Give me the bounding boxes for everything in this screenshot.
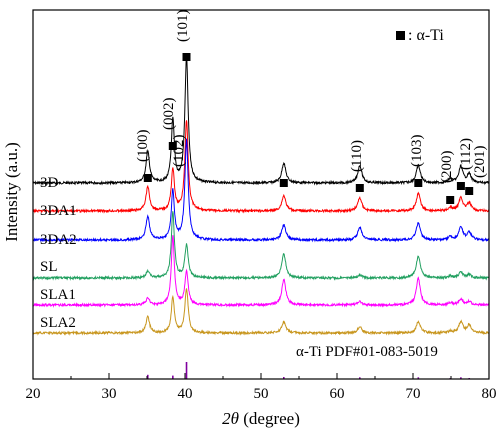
series-label-3da2: 3DA2: [40, 232, 77, 248]
peak-marker-101: [182, 53, 191, 61]
peak-label-101: (101): [175, 10, 191, 43]
peak-markers: [143, 53, 474, 204]
legend-marker: [396, 31, 405, 40]
peak-label-200: (200): [439, 151, 455, 184]
series-label-sl: SL: [40, 259, 58, 275]
peak-marker-200: [446, 196, 455, 204]
x-tick-label-50: 50: [254, 386, 269, 402]
series-label-sla1: SLA1: [40, 287, 76, 303]
series-label-3da1: 3DA1: [40, 203, 77, 219]
peak-marker-102: [279, 179, 288, 187]
peak-marker-201: [465, 187, 474, 195]
trace-sla2: [32, 288, 490, 336]
y-axis-label: Intensity (a.u.): [2, 142, 21, 242]
series-label-sla2: SLA2: [40, 315, 76, 331]
xrd-traces: [32, 56, 490, 336]
peak-label-002: (002): [161, 98, 177, 131]
trace-3da2: [32, 138, 490, 243]
x-tick-label-60: 60: [330, 386, 345, 402]
trace-3da1: [32, 120, 490, 214]
plot-frame: [32, 9, 490, 380]
x-axis-label-unit: (degree): [239, 409, 300, 428]
peak-marker-112: [456, 182, 465, 190]
series-label-3d: 3D: [40, 175, 59, 191]
trace-sla1: [32, 235, 490, 308]
trace-3d: [32, 56, 490, 186]
x-tick-label-20: 20: [26, 386, 41, 402]
peak-marker-002: [168, 142, 177, 150]
peak-labels: (100) (002) (101) (102) (110) (103) (200) (112)…: [135, 10, 488, 184]
peak-marker-103: [414, 179, 423, 187]
peak-label-102: (102): [171, 135, 187, 168]
x-tick-label-40: 40: [178, 386, 193, 402]
legend-label: : α-Ti: [408, 27, 444, 44]
series-labels: 3D 3DA1 3DA2 SL SLA1 SLA2: [40, 175, 77, 331]
peak-marker-110: [355, 184, 364, 192]
legend: : α-Ti: [396, 27, 444, 44]
x-axis-label: 2θ (degree): [222, 409, 300, 428]
peak-label-110: (110): [349, 140, 365, 172]
peak-label-112: (112): [458, 138, 474, 170]
trace-sl: [32, 211, 490, 281]
x-tick-label-80: 80: [482, 386, 497, 402]
peak-label-103: (103): [409, 135, 425, 168]
x-axis-ticks: 20 30 40 50 60 70 80: [26, 373, 497, 402]
reference-lines: [146, 362, 471, 379]
x-axis-label-symbol: 2θ: [222, 409, 239, 428]
x-tick-label-30: 30: [102, 386, 117, 402]
reference-label: α-Ti PDF#01-083-5019: [296, 344, 438, 360]
x-tick-label-70: 70: [406, 386, 421, 402]
peak-marker-100: [143, 174, 152, 182]
peak-label-201: (201): [472, 146, 488, 179]
peak-label-100: (100): [135, 130, 151, 163]
